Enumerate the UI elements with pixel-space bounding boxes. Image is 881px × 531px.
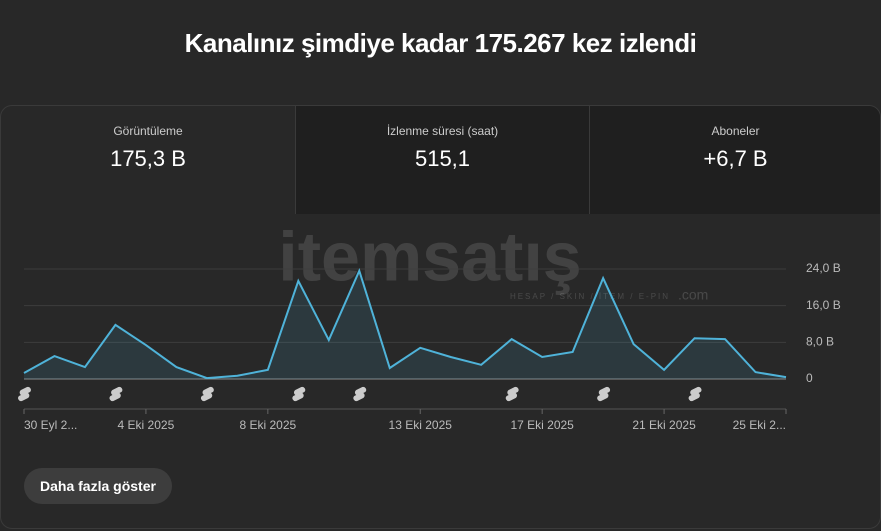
y-tick-label: 16,0 B [806, 298, 841, 312]
metric-value: 175,3 B [110, 146, 186, 171]
shorts-icon [109, 386, 123, 402]
metric-value: +6,7 B [703, 146, 768, 171]
metric-value: 515,1 [414, 146, 471, 171]
y-tick-label: 8,0 B [806, 335, 834, 349]
x-tick-label: 25 Eki 2... [733, 418, 786, 432]
metric-tab[interactable]: İzlenme süresi (saat) 515,1 [295, 106, 589, 214]
watermark-sub: HESAP / SKIN / İTEM / E-PIN [510, 292, 670, 301]
show-more-button[interactable]: Daha fazla göster [24, 468, 172, 504]
y-tick-label: 24,0 B [806, 261, 841, 275]
metric-label: Görüntüleme [113, 124, 183, 138]
shorts-icon [200, 386, 214, 402]
shorts-icon [292, 386, 306, 402]
x-tick-label: 17 Eki 2025 [510, 418, 574, 432]
x-tick-label: 4 Eki 2025 [118, 418, 175, 432]
page-title: Kanalınız şimdiye kadar 175.267 kez izle… [184, 28, 697, 58]
shorts-icon [353, 386, 367, 402]
stats-card: Görüntüleme 175,3 B İzlenme süresi (saat)… [0, 105, 881, 529]
shorts-icon [18, 386, 31, 402]
x-tick-label: 13 Eki 2025 [389, 418, 453, 432]
watermark-suffix: .com [678, 287, 708, 303]
shorts-icon [688, 386, 702, 402]
metric-tab[interactable]: Aboneler +6,7 B [589, 106, 880, 214]
metric-label: İzlenme süresi (saat) [386, 124, 499, 138]
x-tick-label: 8 Eki 2025 [239, 418, 296, 432]
shorts-icon [597, 386, 611, 402]
shorts-icon [505, 386, 519, 402]
y-tick-label: 0 [806, 371, 813, 385]
x-tick-label: 21 Eki 2025 [632, 418, 696, 432]
line [23, 267, 787, 380]
watermark: itemsatış [278, 217, 581, 295]
x-tick-label: 30 Eyl 2... [24, 418, 77, 432]
metric-tab[interactable]: Görüntüleme 175,3 B [1, 106, 295, 214]
metric-label: Aboneler [711, 124, 760, 138]
